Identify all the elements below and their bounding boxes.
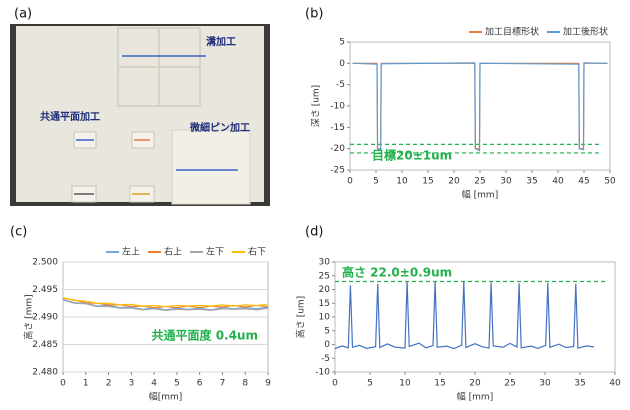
x-tick-label: 4: [151, 379, 157, 389]
x-tick-label: 25: [504, 379, 515, 389]
x-axis-title: 幅 [mm]: [457, 391, 493, 403]
panel-label: (a): [14, 7, 32, 22]
y-tick-label: 25: [319, 271, 330, 281]
x-tick-label: 0: [347, 177, 353, 187]
x-tick-label: 2: [106, 379, 112, 389]
y-tick-label: 0: [339, 59, 345, 69]
x-axis-title: 幅[mm]: [149, 391, 183, 403]
y-axis-title: 高さ [mm]: [23, 294, 35, 339]
panel-label: (c): [10, 225, 27, 240]
y-tick-label: 5: [324, 326, 330, 336]
y-tick-label: 15: [319, 299, 330, 309]
x-tick-label: 6: [197, 379, 203, 389]
x-tick-label: 10: [399, 379, 411, 389]
x-tick-label: 50: [604, 177, 616, 187]
photo-annotation: 共通平面加工: [40, 110, 100, 123]
y-tick-label: 2.490: [32, 313, 58, 323]
y-tick-label: -15: [330, 123, 345, 133]
x-tick-label: 5: [367, 379, 373, 389]
x-tick-label: 30: [500, 177, 512, 187]
series-line: [335, 281, 594, 348]
photo-annotation: 微細ピン加工: [189, 121, 250, 134]
legend-label: 左下: [206, 246, 224, 258]
panel-label: (b): [305, 7, 323, 22]
y-tick-label: 10: [319, 313, 331, 323]
y-tick-label: 2.480: [32, 368, 58, 378]
x-tick-label: 10: [396, 177, 408, 187]
x-tick-label: 5: [174, 379, 180, 389]
y-axis-title: 高さ [um]: [295, 296, 307, 338]
y-tick-label: -5: [336, 80, 345, 90]
x-tick-label: 9: [265, 379, 271, 389]
legend-label: 加工後形状: [563, 26, 608, 38]
x-tick-label: 0: [332, 379, 338, 389]
x-tick-label: 5: [373, 177, 379, 187]
y-tick-label: -10: [330, 102, 345, 112]
y-tick-label: -20: [330, 144, 345, 154]
x-tick-label: 35: [574, 379, 585, 389]
y-tick-label: 0: [324, 340, 330, 350]
y-tick-label: -5: [321, 354, 330, 364]
annotation: 高さ 22.0±0.9um: [342, 265, 452, 280]
legend-label: 右上: [164, 246, 182, 258]
x-tick-label: 25: [474, 177, 485, 187]
x-tick-label: 40: [609, 379, 621, 389]
pin-area: [172, 130, 250, 204]
x-tick-label: 15: [422, 177, 433, 187]
series-line: [63, 299, 268, 309]
y-tick-label: -25: [330, 166, 345, 176]
y-tick-label: 30: [319, 258, 331, 268]
x-tick-label: 35: [526, 177, 537, 187]
photo-annotation: 溝加工: [206, 35, 236, 48]
panel-label: (d): [305, 225, 323, 240]
legend-label: 加工目標形状: [485, 26, 539, 38]
y-tick-label: 2.500: [32, 258, 58, 268]
y-tick-label: -10: [315, 368, 330, 378]
x-tick-label: 15: [434, 379, 445, 389]
photo-panel: (a) 溝加工 共通平面加工 微細ピン加工: [10, 7, 270, 207]
x-tick-label: 7: [220, 379, 226, 389]
annotation: 共通平面度 0.4um: [152, 328, 258, 343]
x-tick-label: 1: [83, 379, 89, 389]
annotation: 目標20±1um: [372, 148, 452, 163]
x-tick-label: 45: [578, 177, 589, 187]
y-tick-label: 20: [319, 285, 331, 295]
x-tick-label: 8: [242, 379, 248, 389]
x-tick-label: 30: [539, 379, 551, 389]
x-axis-title: 幅 [mm]: [462, 189, 498, 201]
y-tick-label: 2.495: [32, 285, 58, 295]
y-tick-label: 2.485: [32, 340, 58, 350]
legend-label: 右下: [248, 246, 266, 258]
x-tick-label: 20: [448, 177, 460, 187]
legend-label: 左上: [122, 246, 140, 258]
figure: (a) 溝加工 共通平面加工 微細ピン加工 (b) -25 -20 -15 -10 -5 0…: [0, 0, 630, 410]
y-tick-label: 5: [339, 38, 345, 48]
x-tick-label: 20: [469, 379, 481, 389]
x-tick-label: 40: [552, 177, 564, 187]
y-axis-title: 深さ [um]: [311, 85, 322, 127]
x-tick-label: 3: [128, 379, 134, 389]
x-tick-label: 0: [60, 379, 66, 389]
series-line: [353, 63, 608, 151]
